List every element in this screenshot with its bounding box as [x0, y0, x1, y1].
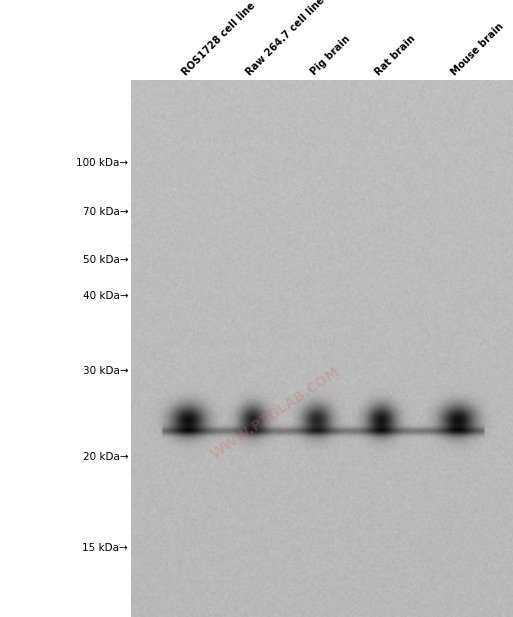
Text: 20 kDa→: 20 kDa→ — [83, 452, 128, 462]
Text: Rat brain: Rat brain — [373, 33, 417, 77]
Text: Pig brain: Pig brain — [309, 34, 352, 77]
Text: 30 kDa→: 30 kDa→ — [83, 366, 128, 376]
Text: 70 kDa→: 70 kDa→ — [83, 207, 128, 217]
Text: Mouse brain: Mouse brain — [449, 21, 506, 77]
Text: WWW.PTGLAB.COM: WWW.PTGLAB.COM — [209, 365, 343, 462]
Text: ROS1728 cell line: ROS1728 cell line — [180, 0, 257, 77]
Text: 40 kDa→: 40 kDa→ — [83, 291, 128, 301]
Text: Raw 264.7 cell line: Raw 264.7 cell line — [245, 0, 327, 77]
Text: 50 kDa→: 50 kDa→ — [83, 255, 128, 265]
Text: 15 kDa→: 15 kDa→ — [83, 544, 128, 553]
Text: 100 kDa→: 100 kDa→ — [76, 159, 128, 168]
